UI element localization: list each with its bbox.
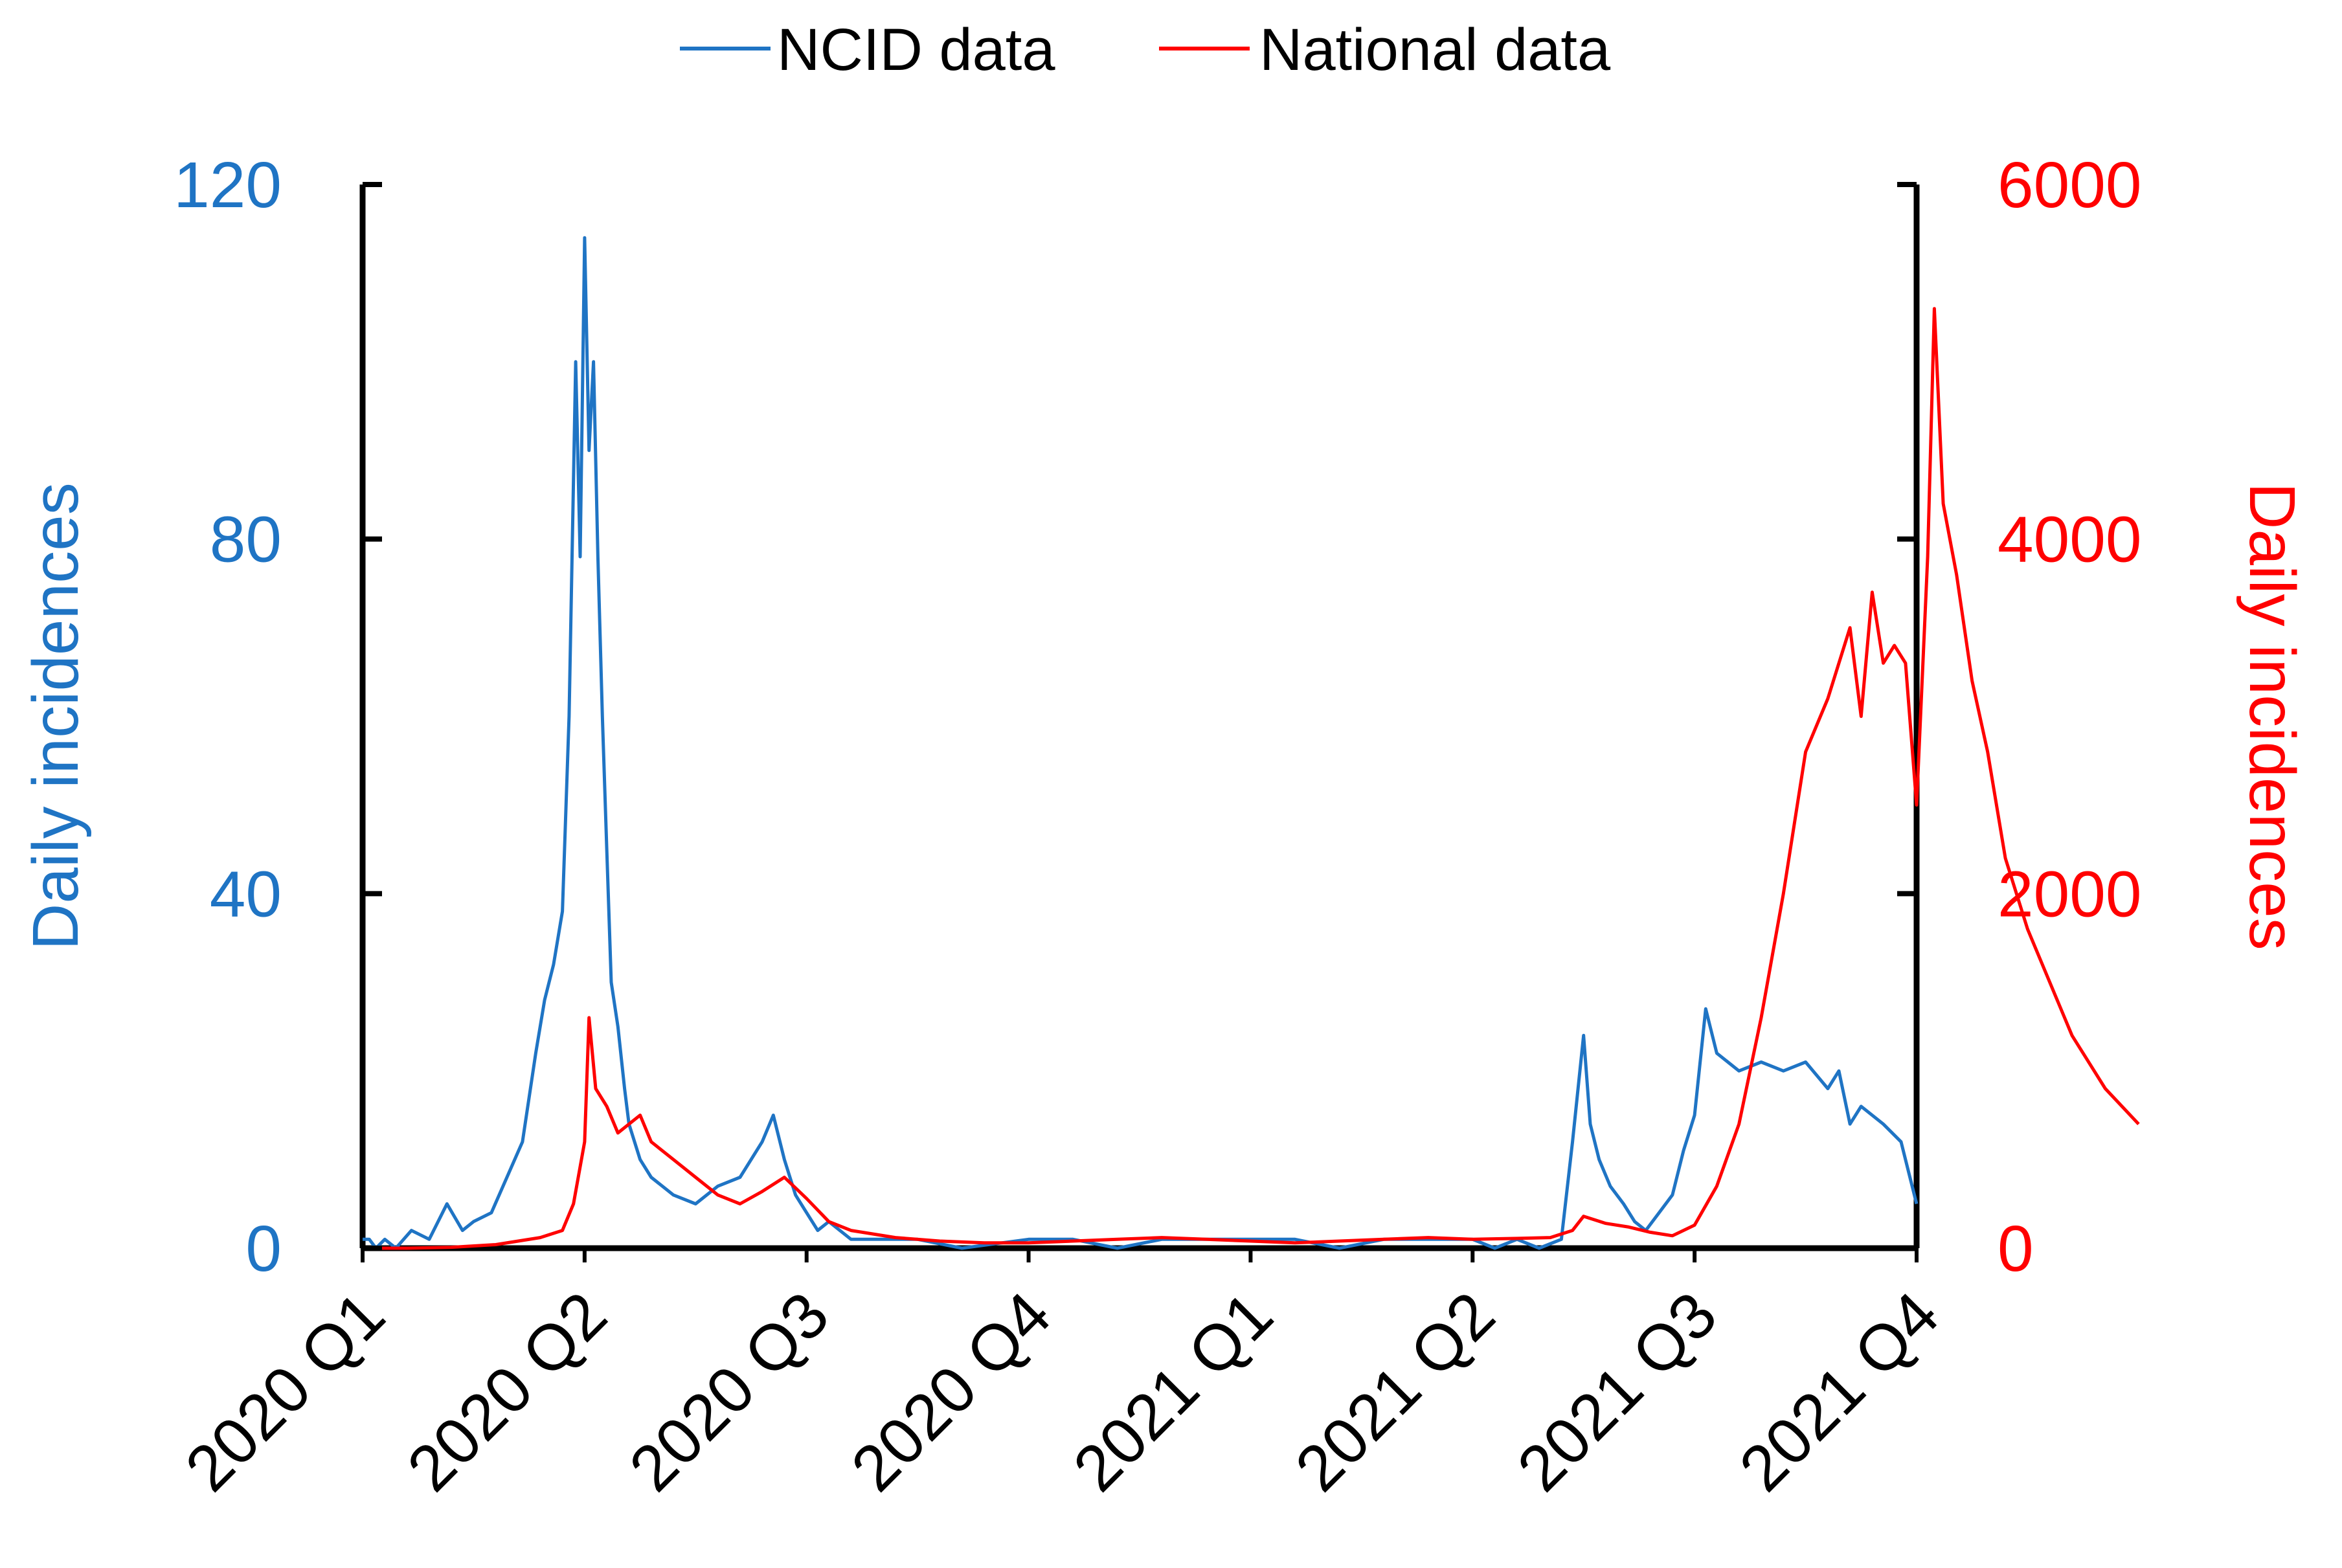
right-tick-label: 6000: [1998, 149, 2141, 221]
x-tick-label: 2021 Q2: [1281, 1278, 1508, 1505]
legend-label-ncid: NCID data: [777, 17, 1055, 83]
right-tick-label: 4000: [1998, 504, 2141, 576]
left-tick-label: 0: [245, 1213, 282, 1285]
legend-label-national: National data: [1259, 17, 1611, 83]
series-layer: [363, 236, 2140, 1250]
x-tick-label: 2021 Q3: [1503, 1278, 1730, 1505]
x-tick-label: 2020 Q3: [616, 1278, 842, 1505]
left-tick-label: 120: [174, 149, 282, 221]
right-tick-label: 0: [1998, 1213, 2034, 1285]
x-tick-label: 2020 Q4: [838, 1278, 1064, 1505]
y-left-title: Daily incidences: [19, 482, 92, 950]
x-tick-label: 2020 Q1: [172, 1278, 398, 1505]
series-line-ncid: [363, 236, 1919, 1250]
left-tick-label: 40: [210, 858, 282, 930]
x-tick-label: 2021 Q1: [1060, 1278, 1287, 1505]
axes: [359, 185, 1920, 1251]
titles-layer: Daily incidences Daily incidences: [19, 482, 2308, 950]
x-tick-label: 2020 Q2: [394, 1278, 620, 1505]
x-tick-label: 2021 Q4: [1726, 1278, 1952, 1505]
right-tick-label: 2000: [1998, 858, 2141, 930]
legend: NCID data National data: [680, 17, 1611, 83]
y-right-title: Daily incidences: [2236, 482, 2308, 950]
series-line-national: [363, 307, 2140, 1250]
left-tick-label: 80: [210, 504, 282, 576]
